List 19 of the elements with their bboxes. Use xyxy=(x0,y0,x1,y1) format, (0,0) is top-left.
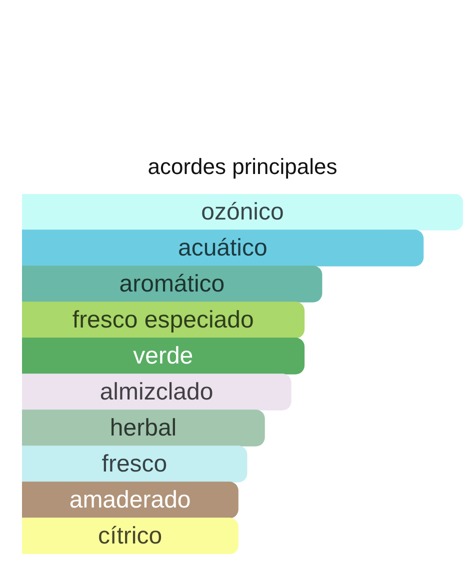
bar xyxy=(22,410,265,446)
bar xyxy=(22,518,238,554)
y-tick-label: fresco xyxy=(102,450,168,478)
y-tick-label: acuático xyxy=(178,234,268,262)
y-tick-label: fresco especiado xyxy=(72,306,254,334)
y-tick-label: verde xyxy=(133,342,194,370)
bar xyxy=(22,266,322,302)
y-tick-label: cítrico xyxy=(98,522,162,550)
bar xyxy=(22,446,248,482)
y-tick-label: ozónico xyxy=(201,198,284,226)
y-tick-label: almizclado xyxy=(100,378,214,406)
bar xyxy=(22,194,463,230)
chart-title: acordes principales xyxy=(146,153,338,181)
bar xyxy=(22,338,305,374)
bar xyxy=(22,230,424,266)
y-tick-label: herbal xyxy=(110,414,177,442)
bar xyxy=(22,374,292,410)
y-tick-label: amaderado xyxy=(69,486,191,514)
y-tick-label: aromático xyxy=(119,270,225,298)
